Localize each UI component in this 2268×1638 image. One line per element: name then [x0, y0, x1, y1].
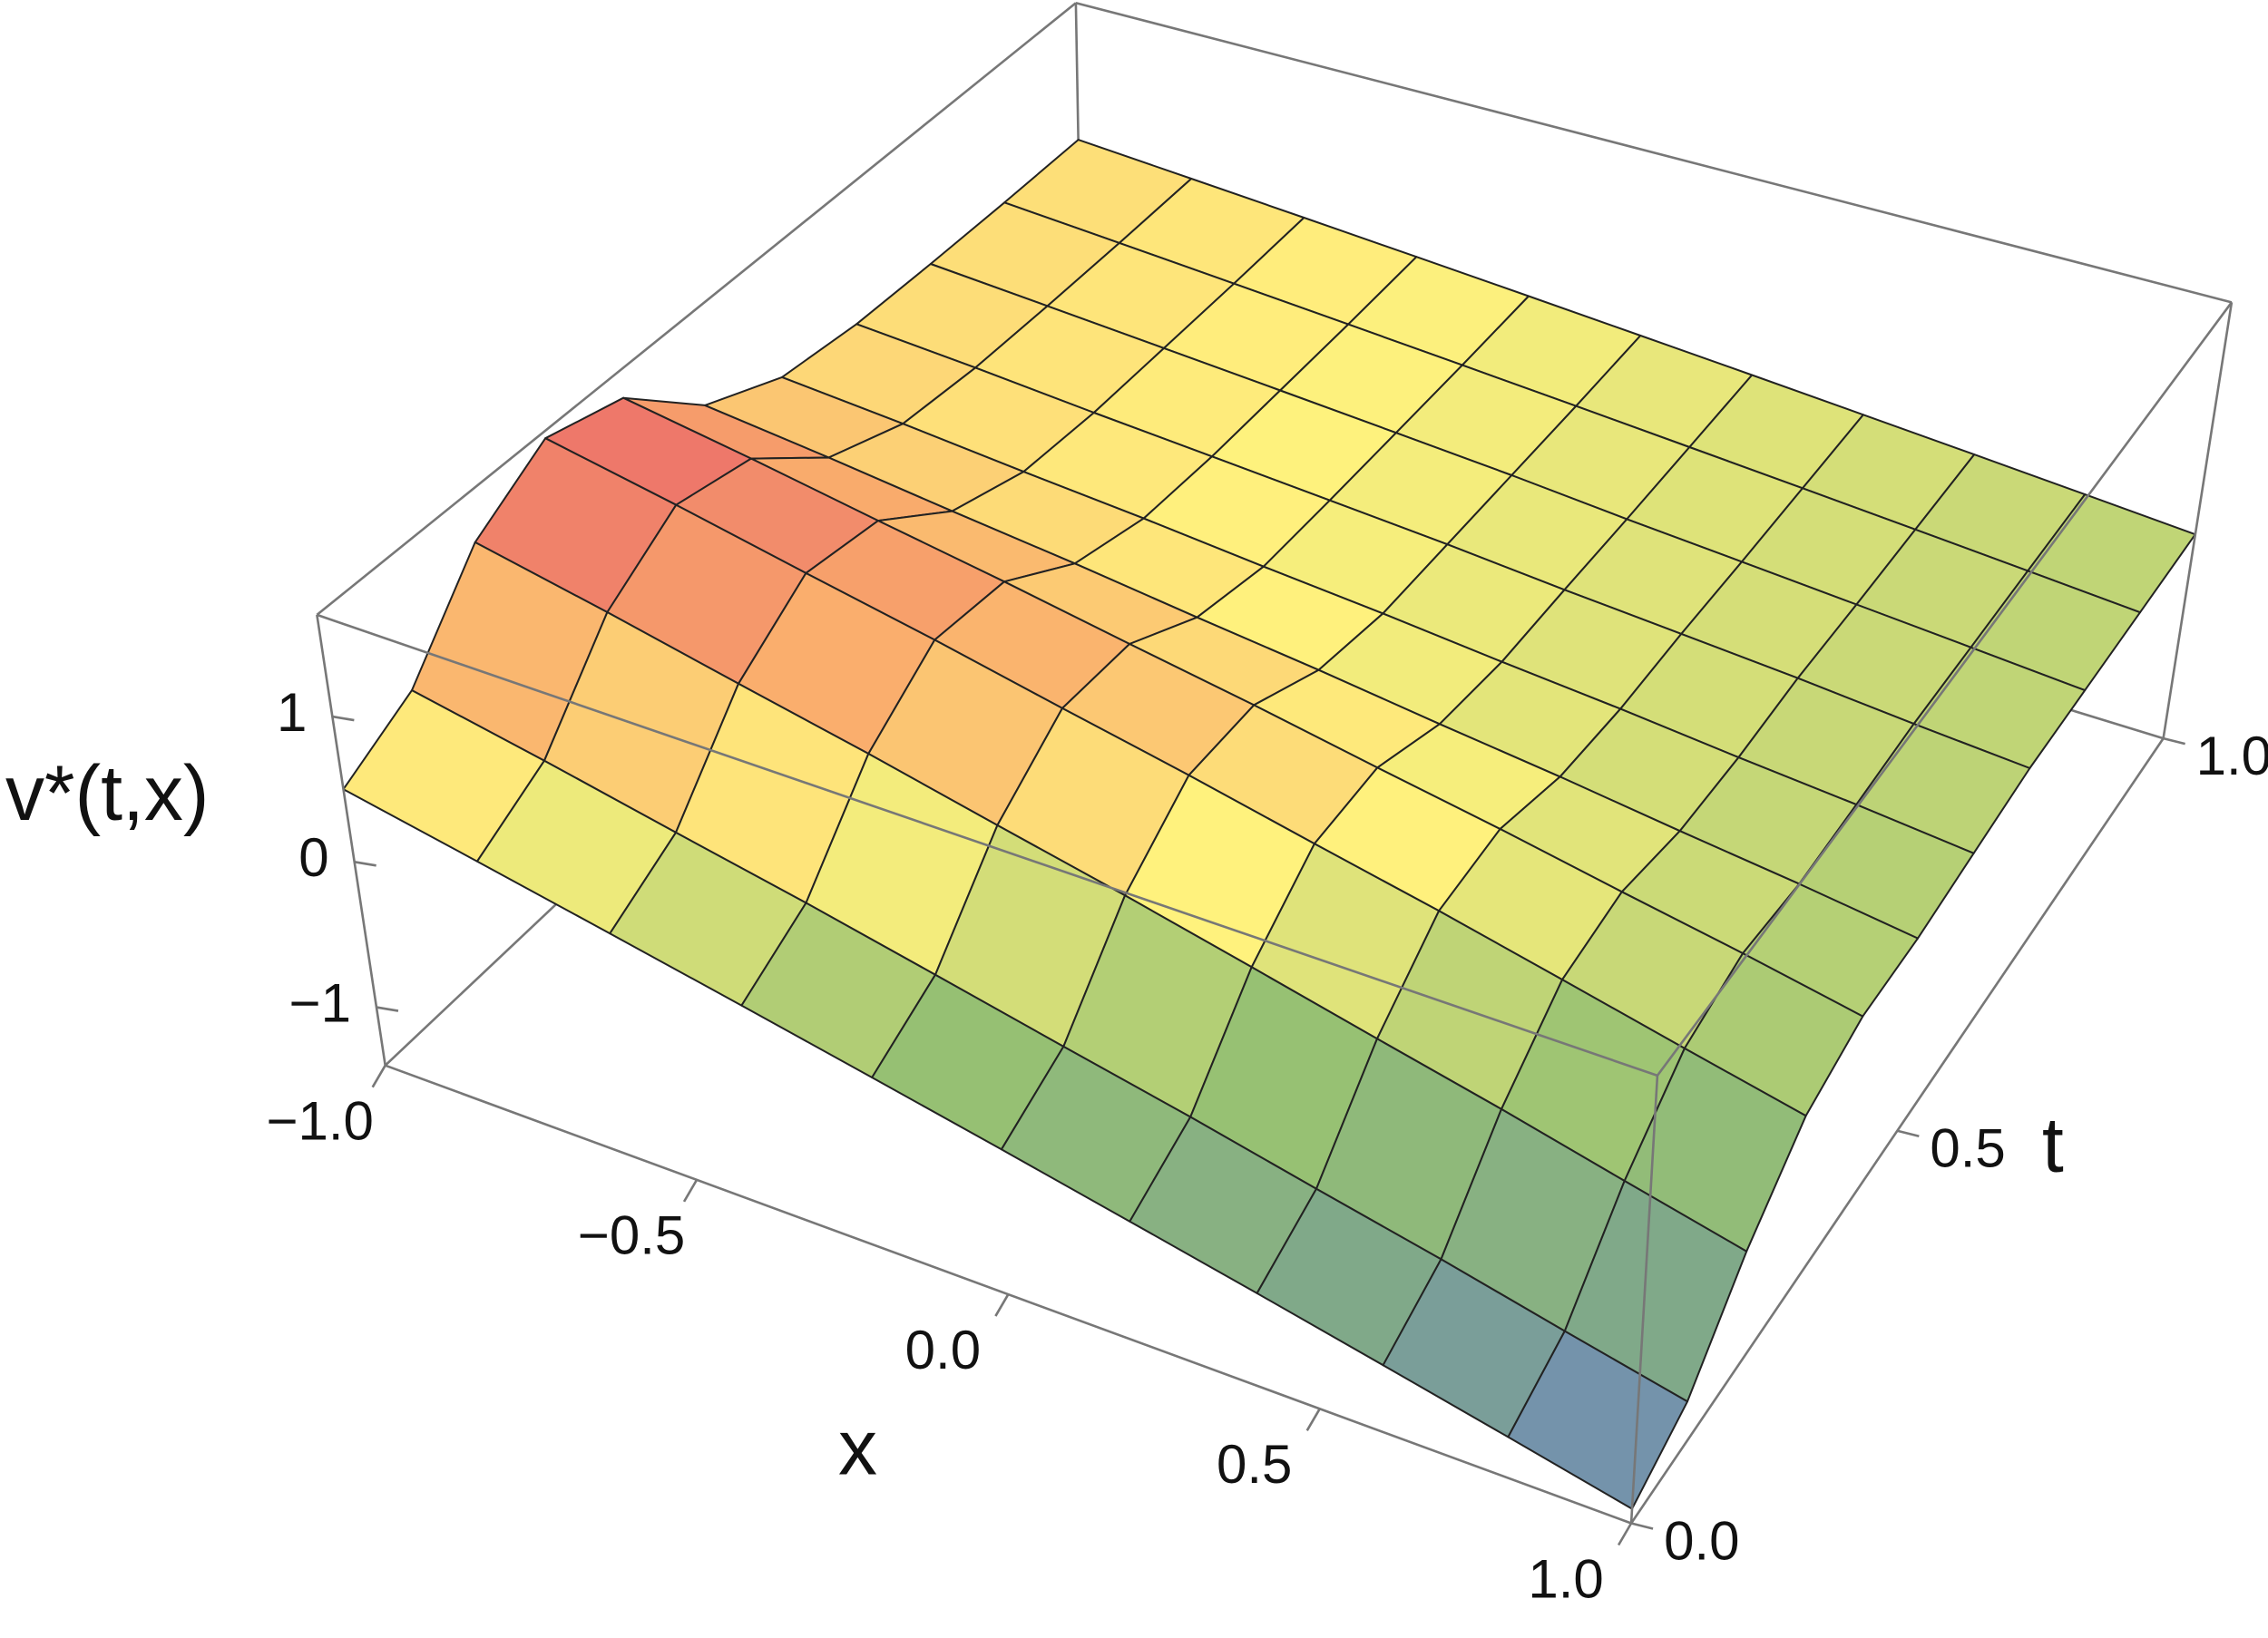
x-tick-label: 0.0 — [905, 1320, 981, 1380]
box-edge — [1075, 1, 2233, 304]
z-tick-label: 0 — [298, 827, 328, 888]
z-axis-label: v*(t,x) — [5, 750, 210, 837]
box-edge — [316, 2, 1077, 616]
box-edge — [1629, 1075, 1659, 1524]
z-tick — [376, 1006, 399, 1012]
x-tick-label: −0.5 — [578, 1205, 685, 1266]
x-tick-label: −1.0 — [266, 1091, 373, 1152]
box-edge — [1656, 301, 2233, 1077]
x-tick — [994, 1293, 1010, 1317]
z-tick-label: 1 — [277, 682, 307, 743]
box-edge — [2162, 302, 2234, 739]
t-tick — [2163, 736, 2185, 746]
box-edge — [385, 1064, 1632, 1525]
x-tick — [682, 1179, 699, 1203]
box-edge — [316, 613, 1658, 1077]
x-tick — [1305, 1408, 1321, 1431]
surface — [342, 139, 2196, 1510]
x-tick-label: 1.0 — [1528, 1548, 1603, 1609]
z-tick — [332, 715, 355, 722]
z-tick-label: −1 — [289, 972, 351, 1033]
x-tick — [371, 1065, 386, 1088]
box-edge — [316, 614, 386, 1066]
t-tick — [1897, 1129, 1920, 1138]
surface-patch — [1507, 1330, 1688, 1510]
t-axis-label: t — [2042, 1102, 2064, 1189]
x-tick-label: 0.5 — [1217, 1434, 1292, 1495]
labels: −1.0 −0.5 0.0 0.5 1.0 0.0 0.5 1.0 −1 0 1 x t v*(t,x) — [5, 682, 2268, 1609]
x-axis-label: x — [838, 1404, 877, 1491]
box-front — [316, 1, 2234, 1525]
z-tick — [354, 861, 376, 867]
t-tick-label: 0.0 — [1664, 1510, 1739, 1571]
t-tick-label: 1.0 — [2196, 726, 2268, 786]
t-tick-label: 0.5 — [1930, 1118, 2005, 1179]
x-tick — [1617, 1522, 1633, 1546]
t-tick — [1630, 1522, 1654, 1530]
